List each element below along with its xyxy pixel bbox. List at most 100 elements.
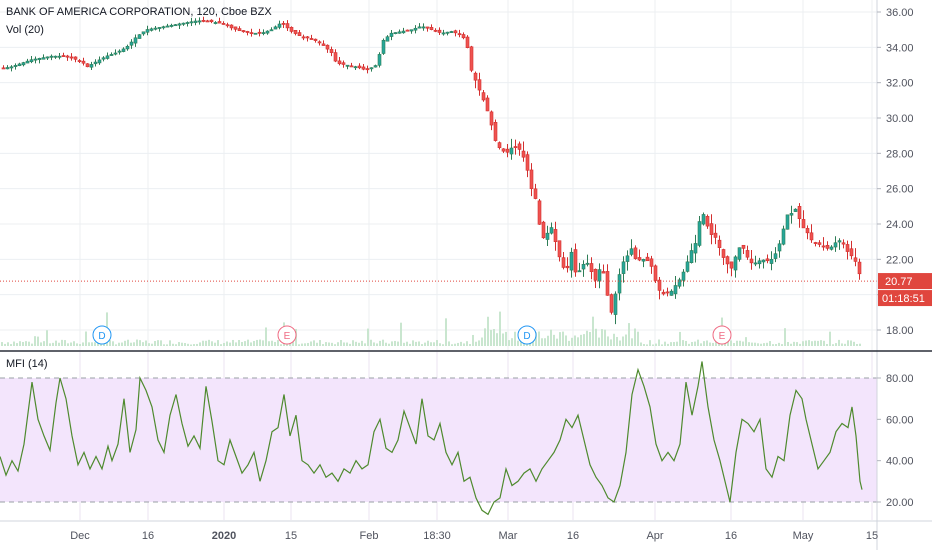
candle-body	[837, 240, 842, 243]
earnings-marker[interactable]: E	[277, 325, 297, 345]
candle-body	[589, 263, 594, 272]
candle-body	[369, 67, 374, 70]
volume-bar	[808, 340, 810, 346]
candle-body	[693, 243, 698, 254]
mfi-line[interactable]	[0, 361, 863, 516]
volume-bar	[49, 343, 51, 346]
volume-bar	[487, 316, 489, 346]
time-axis[interactable]: Dec 16 2020 15 Feb 18:30 Mar 16 Apr 16 May 15	[0, 520, 932, 542]
candle-body	[793, 208, 798, 212]
candle-body	[413, 27, 418, 31]
candle-body	[257, 31, 262, 34]
volume-bar	[793, 341, 795, 346]
candle-body	[221, 23, 226, 25]
candle-body	[161, 26, 166, 29]
volume-bar	[547, 335, 549, 346]
volume-bar	[709, 342, 711, 346]
candle-body	[597, 269, 602, 282]
candle-body	[481, 92, 486, 101]
marker-circle	[712, 325, 732, 345]
candle-body	[417, 26, 422, 29]
volume-bar	[355, 341, 357, 346]
candle-body	[501, 148, 506, 152]
volume-bar	[514, 331, 516, 346]
volume-bar	[466, 341, 468, 346]
volume-bar	[139, 340, 141, 346]
candle-body	[625, 255, 630, 262]
volume-bar	[181, 342, 183, 346]
candle-body	[181, 22, 186, 25]
time-tick-label: Apr	[646, 530, 663, 542]
dividend-marker[interactable]: D	[92, 325, 112, 345]
candle-body	[685, 261, 690, 272]
candle-body	[721, 249, 726, 258]
volume-bar	[619, 340, 621, 346]
volume-bar	[739, 340, 741, 346]
volume-bar	[736, 340, 738, 346]
candle-body	[133, 37, 138, 44]
candle-body	[149, 28, 154, 31]
countdown-value: 01:18:51	[882, 293, 925, 305]
candle-body	[777, 243, 782, 252]
candle-body	[73, 56, 78, 60]
volume-bar	[580, 334, 582, 346]
candle-body	[709, 223, 714, 235]
mfi-indicator-label[interactable]: MFI (14)	[6, 358, 48, 370]
volume-bar	[22, 342, 24, 346]
candle-body	[309, 38, 314, 40]
volume-bar	[679, 331, 681, 346]
volume-bar	[553, 334, 555, 346]
volume-bar	[316, 342, 318, 346]
candle-body	[569, 251, 574, 271]
volume-bar	[475, 341, 477, 346]
volume-bar	[301, 343, 303, 346]
candle-body	[781, 228, 786, 245]
candle-body	[473, 72, 478, 81]
candle-body	[401, 30, 406, 34]
marker-letter: D	[98, 331, 105, 342]
volume-bar	[94, 342, 96, 346]
symbol-title[interactable]: BANK OF AMERICA CORPORATION, 120, Cboe B…	[6, 6, 272, 18]
volume-bar	[616, 336, 618, 346]
volume-bar	[754, 342, 756, 346]
volume-bar	[232, 339, 234, 346]
candle-body	[213, 22, 218, 24]
candle-body	[461, 34, 466, 39]
candle-body	[337, 60, 342, 65]
candle-body	[797, 206, 802, 219]
volume-bar	[31, 343, 33, 346]
candle-body	[657, 279, 662, 291]
mfi-axis[interactable]: 80.00 60.00 40.00 20.00	[877, 373, 914, 509]
candle-body	[661, 291, 666, 295]
volume-bar	[622, 336, 624, 346]
candle-body	[249, 32, 254, 35]
mfi-band	[0, 378, 877, 502]
volume-bar	[577, 337, 579, 346]
candle-body	[477, 79, 482, 91]
volume-bar	[556, 338, 558, 346]
volume-bar	[481, 337, 483, 346]
dividend-marker[interactable]: D	[517, 325, 537, 345]
candle-body	[53, 55, 58, 58]
volume-bar	[676, 341, 678, 346]
volume-bar	[97, 343, 99, 346]
volume-bar	[388, 343, 390, 346]
volume-bar	[262, 340, 264, 346]
candle-body	[441, 32, 446, 35]
volume-bar	[625, 334, 627, 346]
volume-bar	[25, 341, 27, 346]
volume-indicator-label[interactable]: Vol (20)	[6, 24, 44, 36]
volume-bar	[460, 341, 462, 346]
marker-circle	[517, 325, 537, 345]
volume-bar	[427, 340, 429, 346]
candle-body	[825, 244, 830, 249]
volume-bar	[325, 342, 327, 346]
volume-bar	[265, 327, 267, 346]
volume-bar	[343, 342, 345, 346]
price-candles[interactable]	[1, 16, 862, 325]
candle-body	[321, 43, 326, 46]
volume-bar	[472, 334, 474, 346]
earnings-marker[interactable]: E	[712, 325, 732, 345]
